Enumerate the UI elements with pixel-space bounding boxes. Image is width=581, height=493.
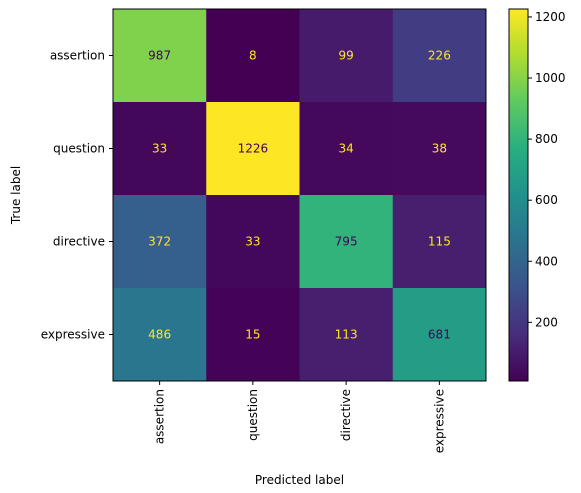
heatmap-cell <box>392 195 487 289</box>
x-axis-label: Predicted label <box>255 473 344 487</box>
heatmap-cell <box>113 9 207 103</box>
cell-value-label: 8 <box>249 49 257 63</box>
cell-value-label: 987 <box>148 49 171 63</box>
heatmap-cell <box>299 288 394 382</box>
colorbar-ticks: 200 400 600 800 1000 1200 <box>528 10 566 329</box>
colorbar-tick-label: 1200 <box>535 10 566 24</box>
y-tick-label: question <box>53 142 105 156</box>
heatmap-cell <box>299 195 394 289</box>
colorbar-tick-label: 1000 <box>535 71 566 85</box>
heatmap-cell <box>206 195 300 289</box>
heatmap-cell <box>299 102 394 196</box>
cell-value-label: 372 <box>148 235 171 249</box>
cell-value-label: 33 <box>245 235 260 249</box>
colorbar-tick-label: 800 <box>535 132 558 146</box>
cell-value-label: 486 <box>148 328 171 342</box>
x-tick-label: question <box>246 389 260 441</box>
cell-value-label: 38 <box>432 142 447 156</box>
heatmap-cell <box>113 102 207 196</box>
cell-value-label: 99 <box>338 49 353 63</box>
y-tick-label: directive <box>53 235 105 249</box>
cell-value-label: 115 <box>428 235 451 249</box>
x-tick-label: assertion <box>153 389 167 444</box>
x-tick-label: expressive <box>432 389 446 453</box>
y-tick-label: expressive <box>41 328 105 342</box>
heatmap-cell <box>392 288 487 382</box>
heatmap-cell <box>299 9 394 103</box>
cell-value-label: 226 <box>428 49 451 63</box>
cell-value-label: 15 <box>245 328 260 342</box>
cell-value-label: 113 <box>335 328 358 342</box>
y-tick-label: assertion <box>50 49 105 63</box>
heatmap-cells <box>113 9 487 382</box>
colorbar-tick-label: 600 <box>535 193 558 207</box>
x-tick-label: directive <box>339 389 353 441</box>
heatmap-cell <box>113 288 207 382</box>
cell-value-label: 795 <box>335 235 358 249</box>
plot-frame <box>112 8 487 382</box>
cell-value-labels: 987 8 99 226 33 1226 34 38 372 33 795 115 486 15 113 68… <box>148 49 451 342</box>
heatmap-cell <box>392 9 487 103</box>
cell-value-label: 681 <box>428 328 451 342</box>
heatmap-cell <box>206 9 300 103</box>
y-axis-ticks: assertion question directive expressive <box>41 49 113 342</box>
heatmap-cell <box>113 195 207 289</box>
heatmap-cell <box>206 288 300 382</box>
cell-value-label: 33 <box>152 142 167 156</box>
colorbar-tick-label: 200 <box>535 315 558 329</box>
y-axis-label: True label <box>9 166 23 225</box>
heatmap-cell <box>392 102 487 196</box>
cell-value-label: 34 <box>338 142 353 156</box>
colorbar <box>508 8 529 382</box>
heatmap-cell <box>206 102 300 196</box>
colorbar-tick-label: 400 <box>535 254 558 268</box>
x-axis-ticks: assertion question directive expressive <box>153 381 446 453</box>
cell-value-label: 1226 <box>238 142 269 156</box>
